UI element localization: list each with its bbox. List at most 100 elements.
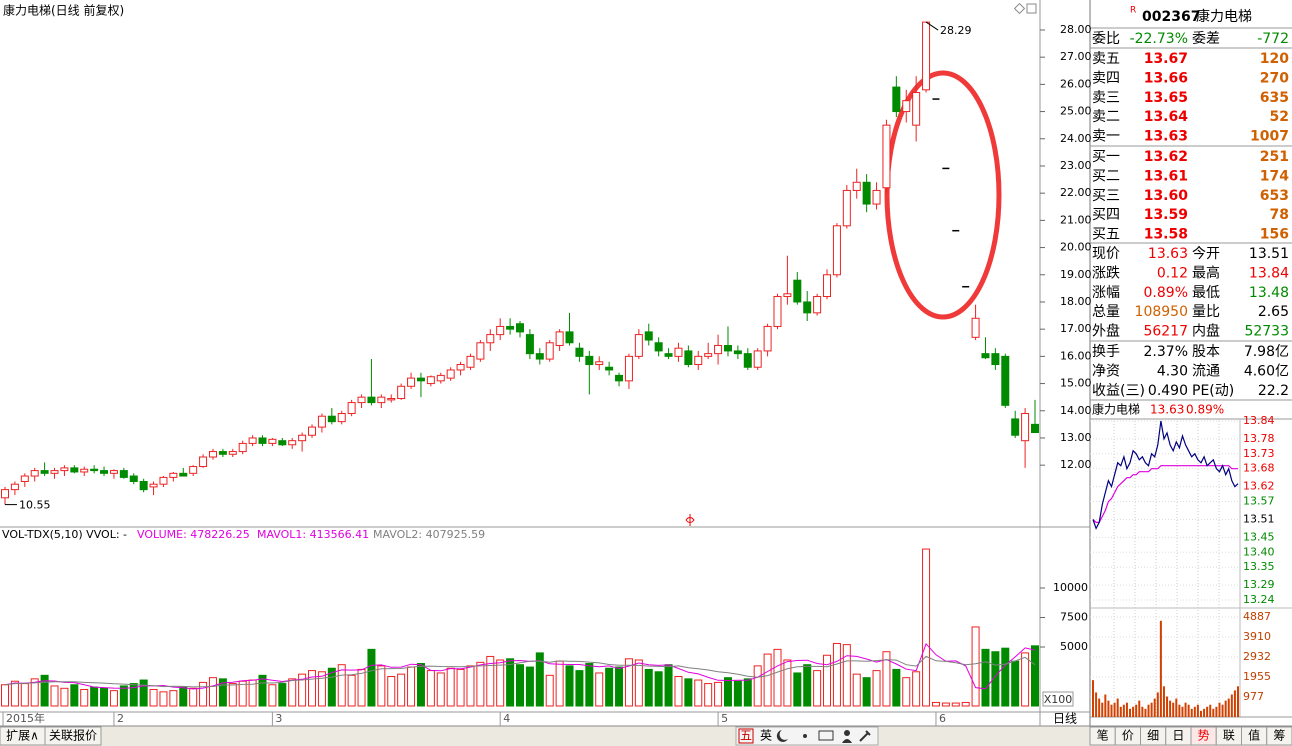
mini-avg_series [1092, 465, 1238, 523]
annotation: 10.55 [19, 499, 51, 512]
volume-bar [555, 660, 564, 707]
volume-bar [545, 674, 554, 707]
quote-label: 委比 [1092, 31, 1120, 47]
candle-body [90, 468, 99, 472]
mini-vol-bar [1104, 694, 1107, 717]
ime-moon[interactable] [776, 730, 788, 742]
quote-label: 量比 [1192, 304, 1220, 320]
annotation-arrow [925, 21, 939, 31]
candle-body [922, 21, 931, 91]
volume-bar [753, 665, 762, 707]
tab-label[interactable]: 价 [1122, 729, 1134, 743]
y-tick-label: 24.00 [1060, 132, 1092, 145]
icon-diamond[interactable] [1013, 2, 1026, 15]
ime-dot[interactable] [803, 734, 807, 738]
tab[interactable] [1266, 726, 1292, 746]
volume-bar [397, 673, 406, 707]
quote-label: 净资 [1092, 363, 1120, 379]
ime-tool[interactable] [859, 730, 871, 742]
mini-vol-bar [1141, 706, 1144, 717]
candle-body [30, 470, 39, 477]
candle-body [426, 376, 435, 385]
candle-body [100, 470, 109, 474]
tab-label[interactable]: 细 [1147, 729, 1159, 743]
volume-bar [674, 676, 683, 707]
annotation: 28.29 [940, 24, 972, 37]
candle-body [268, 438, 277, 444]
quote-value: 13.63 [1148, 246, 1188, 262]
ime-keyboard[interactable] [818, 730, 834, 741]
volume-bar [199, 681, 208, 707]
volume-bar [535, 652, 544, 707]
book-volume: 78 [1270, 207, 1289, 223]
ime-mode[interactable]: 五 [740, 729, 752, 743]
mini-y-label: 13.40 [1243, 545, 1275, 558]
mini-y-label: 13.73 [1243, 447, 1275, 460]
mini-vol-bar [1209, 704, 1212, 717]
mini-vol-label: 2932 [1243, 650, 1271, 663]
book-label: 买四 [1092, 207, 1120, 223]
volume-bar [40, 674, 49, 707]
mini-price_series [1092, 420, 1239, 530]
volume-bar [486, 655, 495, 707]
y-tick-label: 21.00 [1060, 213, 1092, 226]
quote-label: 股本 [1192, 344, 1220, 360]
candle-body [397, 385, 406, 400]
volume-bar [149, 688, 158, 707]
volume-header: VOLUME: 478226.25 [137, 528, 250, 541]
candle-body [347, 402, 356, 414]
volume-bar [803, 664, 812, 707]
period-label[interactable]: 日线 [1053, 712, 1077, 726]
mini-y-label: 13.35 [1243, 560, 1275, 573]
ime-lang[interactable]: 英 [760, 729, 772, 743]
volume-header: VOL-TDX(5,10) VVOL: - [2, 528, 127, 541]
candle-body [70, 467, 79, 473]
tab-label[interactable]: 联 [1223, 729, 1235, 743]
tab-label[interactable]: 关联报价 [49, 728, 97, 743]
ime-user[interactable] [844, 730, 850, 736]
mini-vol-bar [1101, 702, 1104, 717]
volume-bar [842, 644, 851, 707]
candle-body [1011, 418, 1020, 436]
candle-body [288, 440, 297, 446]
quote-label: 总量 [1092, 304, 1120, 320]
tab-label[interactable]: 日 [1172, 729, 1184, 743]
mini-vol-bar [1113, 702, 1116, 717]
tab-label[interactable]: 势 [1198, 729, 1210, 743]
tab-label[interactable]: 笔 [1097, 728, 1109, 743]
y-tick-label: 15.00 [1060, 377, 1092, 390]
volume-bar [714, 681, 723, 707]
volume-bar [991, 651, 1000, 707]
quote-value: 7.98亿 [1244, 344, 1289, 360]
volume-bar [605, 667, 614, 707]
candle-body [862, 181, 871, 205]
volume-header: MAVOL2: 407925.59 [373, 528, 485, 541]
volume-bar [506, 658, 515, 707]
candle-body [119, 470, 128, 478]
quote-value: 2.37% [1144, 344, 1188, 360]
volume-bar [337, 664, 346, 707]
mini-vol-bar [1119, 706, 1122, 717]
candle-body [506, 325, 515, 330]
candle-body [446, 369, 455, 379]
volume-bar [208, 677, 217, 707]
mini-vol-bar [1230, 694, 1233, 717]
icon-square[interactable] [1026, 3, 1037, 14]
y-tick-label: 13.00 [1060, 431, 1092, 444]
candle-body [912, 92, 921, 126]
candle-body [674, 347, 683, 357]
tab[interactable] [44, 726, 102, 746]
mini-vol-bar [1237, 686, 1239, 717]
candle-body [139, 480, 148, 491]
candle-body [842, 189, 851, 227]
tab-label[interactable]: 筹 [1273, 729, 1285, 743]
quote-label: 委差 [1192, 31, 1220, 47]
mini-vol-bar [1181, 706, 1184, 717]
volume-bar [258, 674, 267, 707]
candle-body [1, 489, 9, 499]
volume-bar [704, 683, 713, 707]
candle-body [595, 361, 604, 366]
tab-label[interactable]: 扩展∧ [6, 729, 39, 743]
tab-label[interactable]: 值 [1248, 728, 1260, 743]
